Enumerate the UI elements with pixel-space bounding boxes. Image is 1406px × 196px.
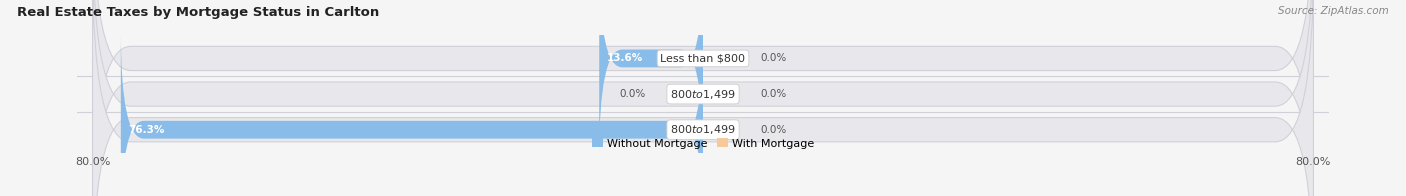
Text: Source: ZipAtlas.com: Source: ZipAtlas.com [1278,6,1389,16]
Text: 0.0%: 0.0% [761,89,786,99]
Text: Less than $800: Less than $800 [661,54,745,64]
Text: 13.6%: 13.6% [607,54,643,64]
FancyBboxPatch shape [599,0,703,156]
Text: $800 to $1,499: $800 to $1,499 [671,123,735,136]
FancyBboxPatch shape [93,0,1313,196]
Text: $800 to $1,499: $800 to $1,499 [671,88,735,101]
Text: Real Estate Taxes by Mortgage Status in Carlton: Real Estate Taxes by Mortgage Status in … [17,6,380,19]
Legend: Without Mortgage, With Mortgage: Without Mortgage, With Mortgage [588,134,818,153]
FancyBboxPatch shape [93,0,1313,196]
Text: 76.3%: 76.3% [128,125,165,135]
FancyBboxPatch shape [121,32,703,196]
FancyBboxPatch shape [93,0,1313,196]
Text: 0.0%: 0.0% [761,125,786,135]
Text: 0.0%: 0.0% [620,89,645,99]
Text: 0.0%: 0.0% [761,54,786,64]
